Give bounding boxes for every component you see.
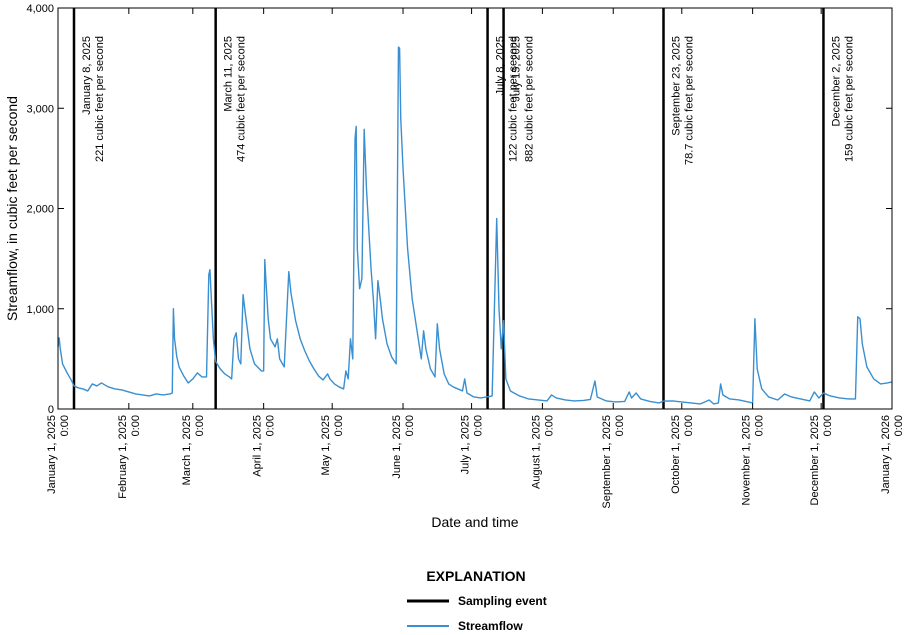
x-tick-label-time: 0:00 — [333, 415, 345, 436]
x-tick-label-time: 0:00 — [265, 415, 277, 436]
sampling-event-label: January 8, 2025 221 cubic feet per second — [81, 36, 106, 162]
x-tick-label-time: 0:00 — [822, 415, 834, 436]
x-tick-label-date: January 1, 2025 — [46, 415, 58, 494]
x-tick-label-time: 0:00 — [404, 415, 416, 436]
sampling-event-label: March 11, 2025 474 cubic feet per second — [223, 36, 248, 162]
legend-label: Streamflow — [458, 619, 523, 633]
sampling-event-date: July 15, 2025 — [511, 36, 523, 101]
x-tick-label-time: 0:00 — [893, 415, 905, 436]
x-tick-label-date: March 1, 2025 — [181, 415, 193, 485]
x-tick-label-date: July 1, 2025 — [460, 415, 472, 474]
x-tick-label-date: August 1, 2025 — [530, 415, 542, 489]
series-layer — [57, 46, 893, 405]
x-tick-label: February 1, 2025 0:00 — [117, 415, 142, 499]
x-tick-label: July 1, 2025 0:00 — [460, 415, 485, 474]
sampling-event-date: January 8, 2025 — [81, 36, 93, 115]
x-axis: January 1, 2025 0:00 February 1, 2025 0:00 M… — [46, 8, 905, 509]
x-tick-label: October 1, 2025 0:00 — [670, 415, 695, 494]
sampling-event-flow: 221 cubic feet per second — [94, 36, 106, 162]
y-axis-title: Streamflow, in cubic feet per second — [4, 96, 20, 321]
legend-label: Sampling event — [458, 594, 547, 608]
x-tick-label-time: 0:00 — [614, 415, 626, 436]
sampling-event-flow: 474 cubic feet per second — [236, 36, 248, 162]
x-tick-label-time: 0:00 — [473, 415, 485, 436]
x-tick-label: May 1, 2025 0:00 — [320, 415, 345, 476]
x-tick-label-date: April 1, 2025 — [252, 415, 264, 477]
sampling-events: January 8, 2025 221 cubic feet per second… — [72, 8, 855, 409]
sampling-event-flow: 159 cubic feet per second — [843, 36, 855, 162]
x-tick-label: November 1, 2025 0:00 — [741, 415, 766, 506]
x-tick-label: January 1, 2026 0:00 — [880, 415, 905, 494]
x-tick-label-date: June 1, 2025 — [391, 415, 403, 479]
x-tick-label-date: November 1, 2025 — [741, 415, 753, 506]
x-tick-label-date: October 1, 2025 — [670, 415, 682, 494]
x-tick-label-date: January 1, 2026 — [880, 415, 892, 494]
sampling-event-flow: 122 cubic feet per second — [508, 36, 520, 162]
sampling-event-flow: 882 cubic feet per second — [524, 36, 536, 162]
sampling-event-label: December 2, 2025 159 cubic feet per secon… — [830, 36, 855, 162]
legend-title: EXPLANATION — [426, 568, 525, 584]
x-tick-label-time: 0:00 — [194, 415, 206, 436]
x-tick-label-time: 0:00 — [543, 415, 555, 436]
y-tick-label: 3,000 — [26, 103, 54, 115]
x-tick-label: December 1, 2025 0:00 — [809, 415, 834, 506]
sampling-event-flow: 78.7 cubic feet per second — [684, 36, 696, 165]
sampling-event-date: September 23, 2025 — [671, 36, 683, 136]
x-tick-label: April 1, 2025 0:00 — [252, 415, 277, 477]
sampling-event-date: December 2, 2025 — [830, 36, 842, 127]
y-tick-label: 1,000 — [26, 304, 54, 316]
x-tick-label: September 1, 2025 0:00 — [601, 415, 626, 509]
x-axis-title: Date and time — [431, 514, 518, 530]
x-tick-label-date: December 1, 2025 — [809, 415, 821, 506]
x-tick-label: January 1, 2025 0:00 — [46, 415, 71, 494]
x-tick-label-time: 0:00 — [683, 415, 695, 436]
series-line-streamflow — [57, 46, 893, 405]
y-tick-label: 2,000 — [26, 204, 54, 216]
x-tick-label: March 1, 2025 0:00 — [181, 415, 206, 485]
sampling-event-date: March 11, 2025 — [223, 36, 235, 112]
x-tick-label-time: 0:00 — [130, 415, 142, 436]
x-tick-label-date: February 1, 2025 — [117, 415, 129, 499]
x-tick-label-time: 0:00 — [754, 415, 766, 436]
legend: EXPLANATION Sampling event Streamflow — [407, 568, 547, 633]
sampling-event-label: July 15, 2025 882 cubic feet per second — [511, 36, 536, 162]
y-tick-label: 4,000 — [26, 3, 54, 15]
y-tick-label: 0 — [48, 404, 54, 416]
legend-items: Sampling event Streamflow — [407, 594, 547, 633]
x-tick-label-time: 0:00 — [59, 415, 71, 436]
y-axis: 0 1,000 2,000 3,000 4,000 — [26, 3, 892, 416]
x-tick-label-date: September 1, 2025 — [601, 415, 613, 509]
x-tick-label: August 1, 2025 0:00 — [530, 415, 555, 489]
x-tick-label: June 1, 2025 0:00 — [391, 415, 416, 479]
sampling-event-label: September 23, 2025 78.7 cubic feet per se… — [671, 36, 696, 165]
plot-frame — [57, 7, 893, 410]
x-tick-label-date: May 1, 2025 — [320, 415, 332, 476]
